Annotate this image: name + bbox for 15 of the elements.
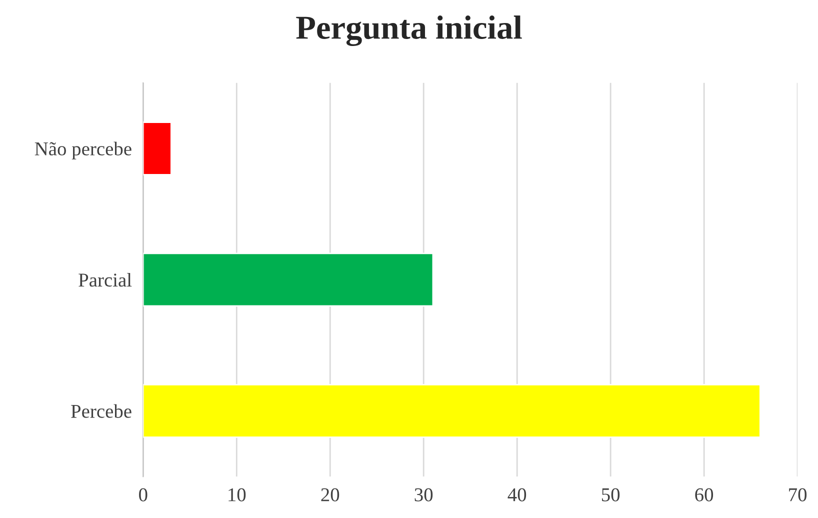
x-tick-label: 10 [228,488,246,502]
x-tick-label: 70 [789,488,807,502]
x-tick-label: 30 [414,488,433,502]
y-tick-label: Parcial [78,272,132,287]
bar [143,252,434,307]
x-tick-label: 60 [695,488,714,502]
x-tick-label: 50 [602,488,620,502]
bar [143,122,172,176]
chart-title: Pergunta inicial [296,16,522,46]
x-tick-label: 20 [321,488,340,502]
x-tick-label: 0 [139,488,148,502]
y-tick-label: Percebe [71,404,132,418]
bar [143,384,761,438]
y-tick-label: Não percebe [34,142,132,160]
x-tick-label: 40 [508,488,526,502]
